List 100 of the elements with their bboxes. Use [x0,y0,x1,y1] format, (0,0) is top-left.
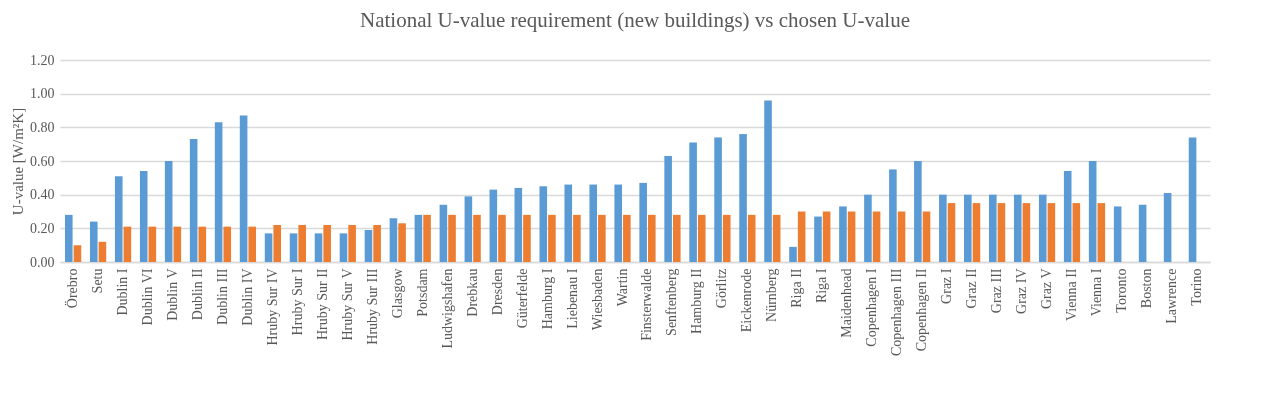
bar [1072,203,1081,262]
x-tick-label: Torino [1188,268,1204,306]
bar [889,169,897,262]
x-tick-label: Hruby Sur III [364,268,380,345]
bar [1013,194,1022,262]
x-tick-label: Hruby Sur V [339,268,355,341]
x-tick-label: Dublin II [189,268,205,321]
x-tick-label: Nürnberg [764,268,780,322]
bar [939,194,947,262]
bar [64,214,73,262]
bar [414,214,423,262]
y-tick-label: 0.60 [30,153,55,169]
bar [764,100,772,262]
x-tick-label: Copenhagen I [864,268,880,347]
bar [73,245,82,262]
bar [214,122,223,262]
bar [373,224,381,262]
x-tick-label: Glasgow [389,267,405,319]
bar [964,194,972,262]
bar [1088,161,1097,262]
y-tick-label: 0.80 [30,119,55,135]
bar [289,233,298,262]
bar [897,211,906,262]
x-tick-label: Örebro [64,268,81,309]
bar [1163,192,1172,262]
x-tick-label: Graz II [964,268,980,309]
x-tick-label: Graz V [1039,268,1055,310]
bar [164,161,173,262]
bar [997,203,1006,262]
y-tick-label: 0.40 [30,187,55,203]
x-tick-label: Hruby Sur IV [264,268,280,346]
y-tick-label: 1.20 [30,52,55,68]
x-tick-label: Dublin IV [239,268,255,326]
x-tick-label: Graz IV [1014,268,1030,314]
bar [864,194,872,262]
bar [314,233,323,262]
bar [139,171,148,262]
bar [523,214,531,262]
bar [1022,203,1031,262]
bar [598,214,606,262]
x-tick-label: Copenhagen II [914,268,930,352]
bar [839,206,847,262]
bar [339,233,348,262]
x-tick-label: Hruby Sur I [289,268,305,336]
bar [273,224,282,262]
x-tick-label: Potsdam [414,268,430,317]
x-tick-label: Graz III [989,268,1005,314]
bar [114,176,123,262]
bar [1063,171,1072,262]
chart-title: National U-value requirement (new buildings) vs chosen U-value [360,8,910,32]
bar [1188,137,1197,262]
bar [689,142,697,262]
bar [797,211,806,262]
x-tick-label: Wartin [614,268,630,307]
bar [722,214,731,262]
bar [772,214,781,262]
bar [248,226,257,262]
bar [1047,203,1056,262]
bar [439,204,448,262]
bar [664,155,672,262]
x-tick-label: Senftenberg [664,268,680,336]
bar [988,194,997,262]
bar [814,216,822,262]
bar [564,184,573,262]
bar [423,214,431,262]
bar [623,214,631,262]
bar [239,115,248,262]
x-tick-label: Lawrence [1163,268,1179,324]
bar [123,226,132,262]
bar [89,221,98,262]
x-tick-label: Finsterwalde [639,268,655,341]
bar [914,161,922,262]
bar [398,223,406,262]
y-tick-label: 1.00 [30,86,55,102]
bar [1113,206,1122,262]
bar [173,226,182,262]
x-tick-label: Dublin I [115,268,131,316]
y-tick-label: 0.20 [30,220,55,236]
bar [922,211,931,262]
x-tick-label: Vienna I [1089,268,1104,317]
y-tick-label: 0.00 [30,254,55,270]
bar [348,224,356,262]
bar [972,203,981,262]
bar [148,226,157,262]
x-tick-label: Görlitz [714,268,730,309]
x-tick-label: Liebenau I [564,268,580,329]
x-tick-label: Copenhagen III [889,268,905,356]
bar [323,224,331,262]
x-tick-label: Hamburg I [539,268,555,330]
bar [539,186,548,262]
bar [198,226,207,262]
x-tick-label: Toronto [1113,268,1129,313]
bar [1038,194,1047,262]
x-tick-label: Dublin VI [140,268,156,326]
y-axis-title: U-value [W/m²K] [10,107,26,216]
bar [1138,204,1147,262]
bar [672,214,681,262]
bar [298,224,306,262]
bar [189,139,198,262]
x-tick-label: Hruby Sur II [314,268,330,341]
